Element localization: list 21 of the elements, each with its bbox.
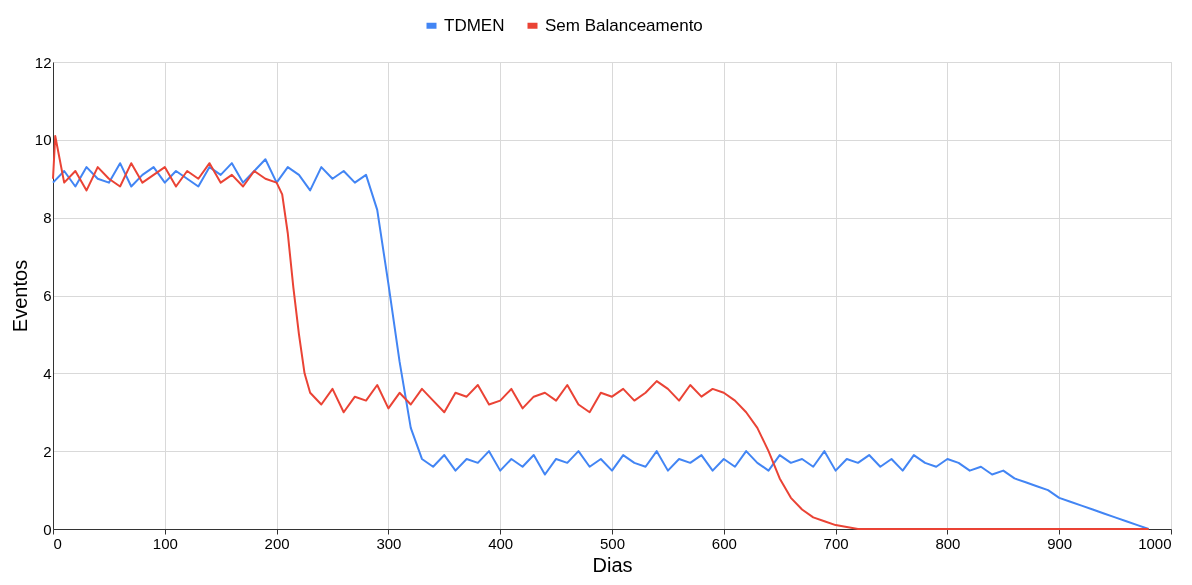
y-tick-label: 8 <box>43 209 52 227</box>
legend-label: Sem Balanceamento <box>545 15 703 35</box>
x-tick-label: 100 <box>152 534 178 552</box>
y-tick-label: 0 <box>43 520 52 538</box>
y-axis-title: Eventos <box>8 259 31 333</box>
y-tick-label: 12 <box>34 53 52 71</box>
x-tick-label: 600 <box>711 534 737 552</box>
y-tick-label: 2 <box>43 442 52 460</box>
x-tick-label: 900 <box>1047 534 1073 552</box>
x-tick-label: 500 <box>599 534 626 552</box>
y-tick-label: 4 <box>43 364 52 382</box>
y-tick-label: 10 <box>34 131 52 149</box>
y-tick-label: 6 <box>43 287 52 304</box>
x-tick-label: 1000 <box>1138 534 1172 552</box>
x-tick-label: 300 <box>376 534 402 552</box>
x-tick-label: 800 <box>935 534 961 552</box>
x-tick-label: 200 <box>264 534 290 552</box>
x-tick-label: 700 <box>823 534 849 552</box>
legend-label: TDMEN <box>444 15 505 35</box>
x-tick-label: 400 <box>488 534 514 552</box>
x-axis-title: Dias <box>592 553 633 576</box>
